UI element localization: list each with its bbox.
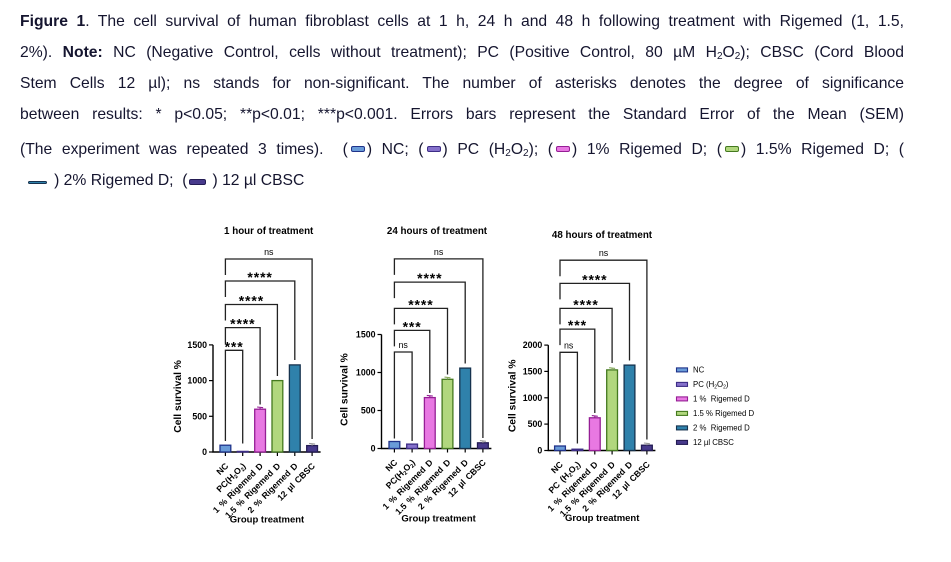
- svg-text:PC (H2O2): PC (H2O2): [693, 380, 729, 391]
- svg-text:1 % Rigemed D: 1 % Rigemed D: [693, 395, 750, 404]
- svg-text:****: ****: [582, 271, 607, 287]
- svg-text:1500: 1500: [523, 366, 543, 376]
- svg-text:****: ****: [408, 296, 433, 312]
- svg-text:500: 500: [528, 419, 543, 429]
- svg-text:***: ***: [403, 318, 422, 334]
- svg-text:0: 0: [202, 447, 207, 457]
- svg-text:2000: 2000: [523, 340, 543, 350]
- svg-text:Group treatment: Group treatment: [401, 514, 476, 525]
- svg-text:1 hour of treatment: 1 hour of treatment: [224, 226, 314, 237]
- svg-text:500: 500: [192, 411, 207, 421]
- svg-text:****: ****: [573, 296, 598, 312]
- svg-text:Cell survival %: Cell survival %: [340, 353, 351, 426]
- svg-text:Group treatment: Group treatment: [565, 513, 640, 524]
- svg-text:48 hours of treatment: 48 hours of treatment: [552, 230, 653, 241]
- svg-text:24 hours of treatment: 24 hours of treatment: [387, 226, 488, 237]
- svg-text:1000: 1000: [356, 368, 376, 378]
- svg-text:12 µl CBSC: 12 µl CBSC: [693, 438, 734, 447]
- svg-text:0: 0: [537, 446, 542, 456]
- svg-text:1000: 1000: [187, 376, 207, 386]
- svg-text:****: ****: [417, 270, 442, 286]
- svg-text:ns: ns: [434, 247, 444, 257]
- svg-text:500: 500: [361, 406, 376, 416]
- svg-text:1.5 % Rigemed D: 1.5 % Rigemed D: [693, 409, 754, 418]
- svg-text:ns: ns: [399, 340, 409, 350]
- svg-text:0: 0: [371, 444, 376, 454]
- svg-text:***: ***: [568, 317, 587, 333]
- svg-text:1000: 1000: [523, 393, 543, 403]
- svg-text:***: ***: [225, 338, 244, 354]
- svg-text:****: ****: [230, 316, 255, 332]
- svg-text:2 % Rigemed D: 2 % Rigemed D: [693, 424, 750, 433]
- svg-text:****: ****: [239, 293, 264, 309]
- svg-text:NC: NC: [693, 366, 705, 375]
- svg-text:****: ****: [247, 269, 272, 285]
- svg-text:Group treatment: Group treatment: [230, 515, 305, 526]
- svg-text:ns: ns: [264, 247, 274, 257]
- svg-text:Cell survival %: Cell survival %: [508, 359, 519, 432]
- svg-text:ns: ns: [564, 340, 574, 350]
- svg-text:Cell survival %: Cell survival %: [173, 360, 184, 433]
- svg-text:1500: 1500: [356, 330, 376, 340]
- svg-text:1500: 1500: [187, 340, 207, 350]
- svg-text:ns: ns: [599, 248, 609, 258]
